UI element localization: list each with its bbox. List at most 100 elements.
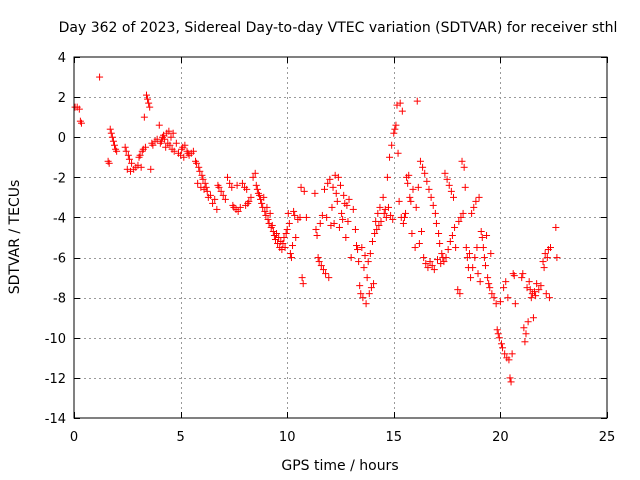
- x-tick-label: 0: [70, 430, 78, 445]
- data-point: [362, 300, 370, 308]
- data-point: [390, 129, 398, 137]
- data-point: [251, 169, 259, 177]
- data-point: [334, 173, 342, 181]
- data-point: [136, 151, 144, 159]
- data-point: [180, 153, 188, 161]
- data-point: [479, 244, 487, 252]
- y-tick-label: -6: [53, 252, 66, 267]
- data-point: [209, 199, 217, 207]
- data-point: [423, 177, 431, 185]
- data-point: [463, 254, 471, 262]
- data-point: [414, 183, 422, 191]
- x-tick-label: 5: [176, 430, 184, 445]
- data-point: [236, 203, 244, 211]
- y-tick-label: -12: [45, 372, 66, 387]
- data-point: [111, 141, 119, 149]
- data-point: [386, 153, 394, 161]
- data-point: [107, 129, 115, 137]
- data-point: [264, 215, 272, 223]
- data-point: [483, 231, 491, 239]
- data-point: [474, 270, 482, 278]
- data-point: [520, 324, 528, 332]
- data-point: [387, 211, 395, 219]
- data-point: [333, 197, 341, 205]
- data-point: [146, 103, 154, 111]
- data-point: [238, 179, 246, 187]
- data-point: [475, 193, 483, 201]
- data-point: [449, 193, 457, 201]
- data-point: [262, 211, 270, 219]
- data-point: [502, 278, 510, 286]
- data-point: [137, 163, 145, 171]
- data-point: [268, 221, 276, 229]
- data-point: [258, 199, 266, 207]
- data-point: [508, 350, 516, 358]
- data-point: [253, 185, 261, 193]
- data-point: [296, 213, 304, 221]
- data-point: [342, 234, 350, 241]
- y-tick-labels: -14 -12 -10 -8 -6 -4 -2 0 2 4: [45, 51, 66, 427]
- data-point: [412, 203, 420, 211]
- data-point: [252, 181, 260, 189]
- grid-lines: [74, 57, 607, 418]
- data-point: [411, 244, 419, 252]
- data-point: [141, 143, 149, 151]
- data-point: [299, 280, 307, 288]
- data-point: [418, 227, 426, 235]
- data-point: [367, 284, 375, 292]
- data-point: [374, 209, 382, 217]
- data-point: [542, 290, 550, 298]
- data-point: [328, 203, 336, 211]
- data-point: [478, 234, 486, 241]
- data-point: [326, 175, 334, 183]
- data-point: [318, 211, 326, 219]
- data-point: [526, 286, 534, 294]
- data-point: [368, 238, 376, 246]
- data-point: [413, 97, 421, 105]
- data-point: [497, 340, 505, 348]
- data-point: [486, 284, 494, 292]
- data-point: [451, 223, 459, 231]
- data-point: [219, 191, 227, 199]
- data-point: [408, 229, 416, 237]
- data-point: [140, 113, 148, 121]
- data-point: [404, 179, 412, 187]
- data-point: [366, 250, 374, 258]
- data-point: [147, 165, 155, 173]
- data-point: [429, 201, 437, 209]
- data-point: [428, 262, 436, 270]
- data-point: [472, 197, 480, 205]
- y-tick-label: -8: [53, 292, 66, 307]
- data-point: [484, 274, 492, 282]
- x-axis-label: GPS time / hours: [281, 458, 398, 474]
- data-point: [476, 278, 484, 286]
- data-point: [465, 250, 473, 258]
- data-point: [407, 197, 415, 205]
- data-point: [392, 121, 400, 129]
- data-point: [105, 159, 113, 167]
- data-point: [435, 229, 443, 237]
- data-point: [354, 246, 362, 254]
- data-point: [375, 221, 383, 229]
- data-point: [226, 179, 234, 187]
- x-tick-label: 25: [599, 430, 616, 445]
- data-point: [338, 209, 346, 217]
- data-point: [507, 378, 515, 386]
- y-tick-label: -2: [53, 171, 66, 186]
- data-point: [198, 171, 206, 179]
- data-points: [71, 73, 561, 386]
- data-point: [419, 163, 427, 171]
- data-point: [359, 294, 367, 302]
- data-point: [391, 125, 399, 133]
- data-point: [499, 344, 507, 352]
- data-point: [431, 209, 439, 217]
- data-point: [144, 95, 152, 103]
- data-point: [365, 290, 373, 298]
- data-point: [545, 294, 553, 302]
- data-point: [405, 171, 413, 179]
- data-point: [400, 213, 408, 221]
- x-tick-label: 15: [386, 430, 403, 445]
- data-point: [233, 181, 241, 189]
- data-point: [106, 125, 114, 133]
- data-point: [166, 141, 174, 149]
